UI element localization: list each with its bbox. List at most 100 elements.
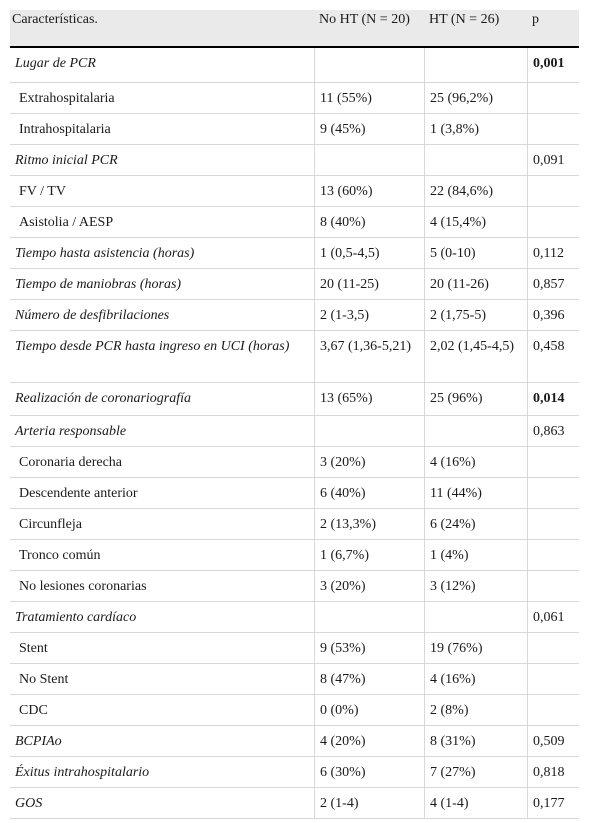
cell-ht: 25 (96%)	[425, 383, 528, 415]
cell-no-ht: 13 (60%)	[315, 176, 425, 206]
cell-p-value	[528, 447, 579, 477]
table-row: Tiempo hasta asistencia (horas) 1 (0,5-4,…	[10, 238, 579, 269]
cell-ht: 7 (27%)	[425, 757, 528, 787]
cell-ht: 1 (3,8%)	[425, 114, 528, 144]
table-row: Número de desfibrilaciones 2 (1-3,5) 2 (1,…	[10, 300, 579, 331]
cell-ht: 4 (15,4%)	[425, 207, 528, 237]
row-label: BCPIAo	[10, 726, 315, 756]
cell-ht: 8 (31%)	[425, 726, 528, 756]
table-row: Asistolia / AESP 8 (40%) 4 (15,4%)	[10, 207, 579, 238]
table-row: Intrahospitalaria 9 (45%) 1 (3,8%)	[10, 114, 579, 145]
table-row: No Stent 8 (47%) 4 (16%)	[10, 664, 579, 695]
characteristics-table: Características. No HT (N = 20) HT (N = …	[10, 10, 579, 819]
cell-ht: 2 (1,75-5)	[425, 300, 528, 330]
row-label: Circunfleja	[10, 509, 315, 539]
cell-no-ht: 3 (20%)	[315, 447, 425, 477]
table-row: BCPIAo 4 (20%) 8 (31%) 0,509	[10, 726, 579, 757]
cell-p-value: 0,509	[533, 734, 565, 749]
table-row: Éxitus intrahospitalario 6 (30%) 7 (27%) 0,…	[10, 757, 579, 788]
cell-ht	[425, 416, 528, 446]
cell-no-ht: 1 (6,7%)	[315, 540, 425, 570]
table-row: Coronaria derecha 3 (20%) 4 (16%)	[10, 447, 579, 478]
table-row: GOS 2 (1-4) 4 (1-4) 0,177	[10, 788, 579, 819]
cell-p-value	[528, 83, 579, 113]
cell-ht: 5 (0-10)	[425, 238, 528, 268]
cell-p-value	[528, 540, 579, 570]
row-label: Número de desfibrilaciones	[10, 300, 315, 330]
row-label: Arteria responsable	[10, 416, 315, 446]
row-label: CDC	[10, 695, 315, 725]
table-row: Tiempo desde PCR hasta ingreso en UCI (h…	[10, 331, 579, 383]
cell-p-value: 0,818	[533, 765, 565, 780]
cell-ht: 4 (16%)	[425, 664, 528, 694]
cell-p-value: 0,001	[533, 56, 565, 71]
cell-p-value	[528, 664, 579, 694]
row-label: Asistolia / AESP	[10, 207, 315, 237]
cell-no-ht	[315, 48, 425, 82]
table-row: Stent 9 (53%) 19 (76%)	[10, 633, 579, 664]
cell-p-value	[528, 633, 579, 663]
row-label: GOS	[10, 788, 315, 818]
row-label: FV / TV	[10, 176, 315, 206]
cell-p-value	[528, 695, 579, 725]
cell-p-value: 0,458	[533, 339, 565, 354]
header-no-ht: No HT (N = 20)	[319, 12, 410, 27]
cell-p-value: 0,177	[533, 796, 565, 811]
table-row: Realización de coronariografía 13 (65%) 25…	[10, 383, 579, 416]
cell-ht: 2,02 (1,45-4,5)	[425, 331, 528, 382]
cell-p-value: 0,014	[533, 391, 565, 406]
table-row: Circunfleja 2 (13,3%) 6 (24%)	[10, 509, 579, 540]
cell-ht: 22 (84,6%)	[425, 176, 528, 206]
cell-no-ht: 3,67 (1,36-5,21)	[315, 331, 425, 382]
header-ht: HT (N = 26)	[429, 12, 500, 27]
cell-p-value: 0,061	[533, 610, 565, 625]
cell-no-ht: 3 (20%)	[315, 571, 425, 601]
table-row: Descendente anterior 6 (40%) 11 (44%)	[10, 478, 579, 509]
cell-no-ht: 2 (13,3%)	[315, 509, 425, 539]
cell-p-value: 0,396	[533, 308, 565, 323]
row-label: Tiempo hasta asistencia (horas)	[10, 238, 315, 268]
cell-no-ht: 2 (1-3,5)	[315, 300, 425, 330]
cell-p-value: 0,112	[533, 246, 564, 261]
table-row: Tronco común 1 (6,7%) 1 (4%)	[10, 540, 579, 571]
cell-ht: 11 (44%)	[425, 478, 528, 508]
row-label: Extrahospitalaria	[10, 83, 315, 113]
cell-no-ht: 11 (55%)	[315, 83, 425, 113]
cell-p-value: 0,857	[533, 277, 565, 292]
table-row: CDC 0 (0%) 2 (8%)	[10, 695, 579, 726]
row-label: No Stent	[10, 664, 315, 694]
table-header: Características. No HT (N = 20) HT (N = …	[10, 10, 579, 48]
cell-no-ht: 20 (11-25)	[315, 269, 425, 299]
cell-ht	[425, 145, 528, 175]
cell-no-ht: 8 (47%)	[315, 664, 425, 694]
row-label: Stent	[10, 633, 315, 663]
table-row: FV / TV 13 (60%) 22 (84,6%)	[10, 176, 579, 207]
row-label: Éxitus intrahospitalario	[10, 757, 315, 787]
cell-p-value: 0,863	[533, 424, 565, 439]
row-label: Tratamiento cardíaco	[10, 602, 315, 632]
cell-no-ht: 8 (40%)	[315, 207, 425, 237]
cell-p-value	[528, 571, 579, 601]
cell-p-value	[528, 478, 579, 508]
cell-no-ht: 13 (65%)	[315, 383, 425, 415]
cell-ht: 4 (1-4)	[425, 788, 528, 818]
row-label: Realización de coronariografía	[10, 383, 315, 415]
cell-ht: 20 (11-26)	[425, 269, 528, 299]
row-label: Descendente anterior	[10, 478, 315, 508]
cell-p-value	[528, 207, 579, 237]
cell-p-value	[528, 176, 579, 206]
cell-no-ht: 6 (40%)	[315, 478, 425, 508]
table-body: Lugar de PCR 0,001 Extrahospitalaria 11 (55…	[10, 48, 579, 819]
cell-ht: 25 (96,2%)	[425, 83, 528, 113]
row-label: Lugar de PCR	[10, 48, 315, 82]
cell-ht: 19 (76%)	[425, 633, 528, 663]
cell-no-ht	[315, 416, 425, 446]
cell-p-value: 0,091	[533, 153, 565, 168]
cell-ht: 6 (24%)	[425, 509, 528, 539]
table-row: No lesiones coronarias 3 (20%) 3 (12%)	[10, 571, 579, 602]
row-label: Coronaria derecha	[10, 447, 315, 477]
cell-no-ht: 9 (53%)	[315, 633, 425, 663]
row-label: No lesiones coronarias	[10, 571, 315, 601]
table-row: Tratamiento cardíaco 0,061	[10, 602, 579, 633]
header-p-value: p	[532, 12, 539, 27]
